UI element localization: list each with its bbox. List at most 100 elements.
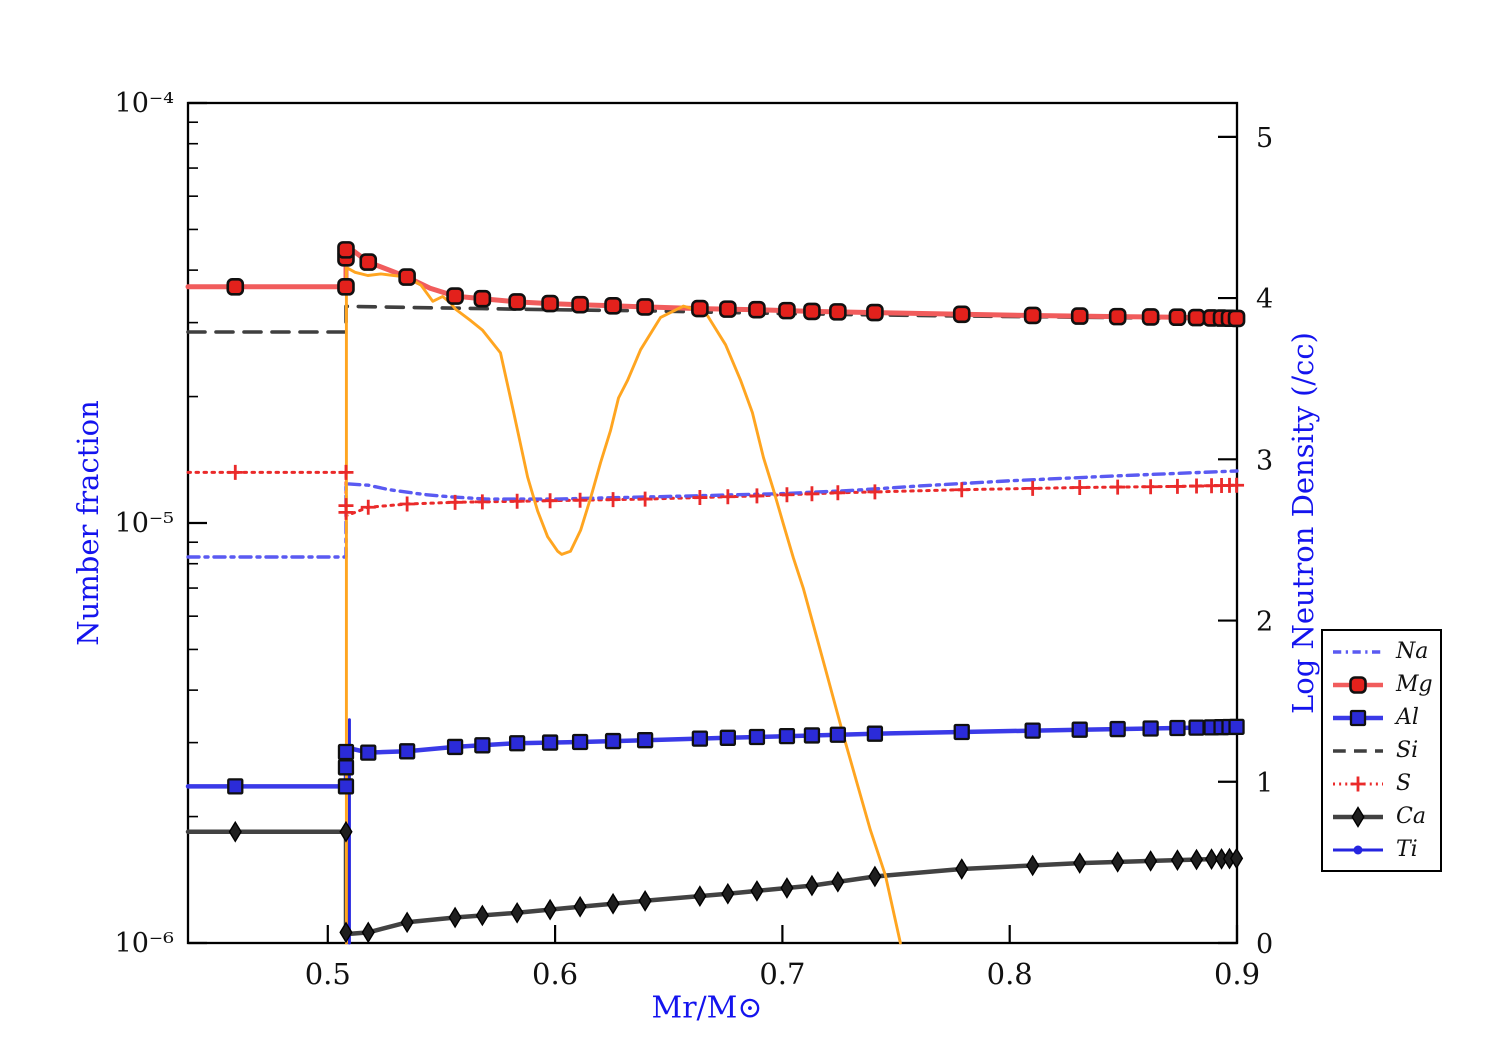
marker <box>337 241 355 259</box>
marker <box>1108 307 1127 326</box>
marker <box>1351 805 1365 828</box>
marker <box>636 732 654 749</box>
legend-sample-ti <box>1333 845 1383 854</box>
marker <box>475 904 489 927</box>
legend-label-s: S <box>1396 770 1412 796</box>
legend-label-ca: Ca <box>1396 803 1426 829</box>
legend-item-mg: Mg <box>1330 670 1438 700</box>
marker <box>339 820 353 843</box>
marker <box>227 464 243 480</box>
marker <box>1229 847 1244 870</box>
legend-label-na: Na <box>1396 638 1429 664</box>
marker <box>868 865 882 888</box>
marker <box>1349 675 1367 694</box>
marker <box>338 504 354 520</box>
marker <box>508 293 526 311</box>
marker <box>719 300 737 318</box>
marker <box>447 494 463 510</box>
marker <box>572 492 588 508</box>
x-tick-label: 0.7 <box>759 957 805 991</box>
legend-item-s: S <box>1330 769 1438 799</box>
legend-item-si: Si <box>1330 736 1438 766</box>
legend-sample-na <box>1333 649 1383 654</box>
legend-item-al: Al <box>1330 703 1438 733</box>
marker <box>1141 308 1160 326</box>
marker <box>1228 718 1245 736</box>
marker <box>691 299 709 318</box>
marker <box>606 892 620 915</box>
x-tick-label: 0.6 <box>532 957 578 991</box>
legend-label-si: Si <box>1396 737 1419 763</box>
marker <box>636 298 654 316</box>
marker <box>474 737 491 754</box>
y-axis-label-left: Number fraction <box>71 400 105 646</box>
marker <box>1188 719 1205 736</box>
marker <box>830 485 846 501</box>
marker <box>691 730 709 747</box>
marker <box>604 296 622 315</box>
marker <box>360 744 377 761</box>
marker <box>359 253 378 271</box>
marker <box>1025 480 1041 496</box>
x-tick-label: 0.5 <box>305 957 351 991</box>
marker <box>510 901 524 924</box>
marker <box>692 490 708 506</box>
marker <box>1169 719 1186 737</box>
series-markers-s <box>227 464 1245 520</box>
marker <box>399 496 415 512</box>
marker <box>1169 478 1185 494</box>
marker <box>693 885 707 907</box>
marker <box>831 870 845 893</box>
marker <box>508 735 526 752</box>
marker <box>1170 849 1185 871</box>
legend-sample-ca <box>1333 805 1383 828</box>
x-axis-label: Mr/M⊙ <box>651 990 763 1026</box>
marker <box>541 294 559 313</box>
marker <box>227 778 244 795</box>
marker <box>1143 479 1159 495</box>
legend-sample-mg <box>1333 675 1383 694</box>
marker <box>749 488 765 504</box>
marker <box>778 728 796 745</box>
y-right-tick-label: 1 <box>1256 768 1273 799</box>
marker <box>1026 854 1040 877</box>
marker <box>1349 709 1367 726</box>
marker <box>720 489 736 505</box>
marker <box>398 268 416 286</box>
marker <box>953 723 970 741</box>
marker <box>829 303 847 321</box>
marker <box>866 303 884 322</box>
marker <box>541 734 559 751</box>
series-markers-al <box>227 718 1245 795</box>
marker <box>1353 845 1363 854</box>
series-line-neutron_density <box>344 266 902 945</box>
marker <box>338 464 354 480</box>
y-right-tick-label: 2 <box>1256 607 1273 638</box>
marker <box>1024 722 1041 739</box>
marker <box>473 289 492 308</box>
marker <box>721 882 735 905</box>
legend-sample-al <box>1333 709 1383 726</box>
marker <box>955 858 969 880</box>
marker <box>448 906 462 929</box>
marker <box>1071 721 1088 738</box>
marker <box>573 895 587 918</box>
marker <box>866 725 884 742</box>
marker <box>637 491 653 507</box>
marker <box>361 921 375 944</box>
y-right-tick-label: 4 <box>1256 284 1273 315</box>
marker <box>228 820 242 843</box>
legend-sample-si <box>1333 748 1383 753</box>
marker <box>543 898 557 921</box>
legend-item-ti: Ti <box>1330 835 1438 865</box>
legend-item-ca: Ca <box>1330 802 1438 832</box>
marker <box>779 487 795 503</box>
y-right-tick-label: 0 <box>1256 929 1273 960</box>
marker <box>339 921 353 944</box>
marker <box>1072 479 1088 495</box>
marker <box>805 874 819 897</box>
marker <box>1204 848 1219 870</box>
marker <box>803 727 821 744</box>
